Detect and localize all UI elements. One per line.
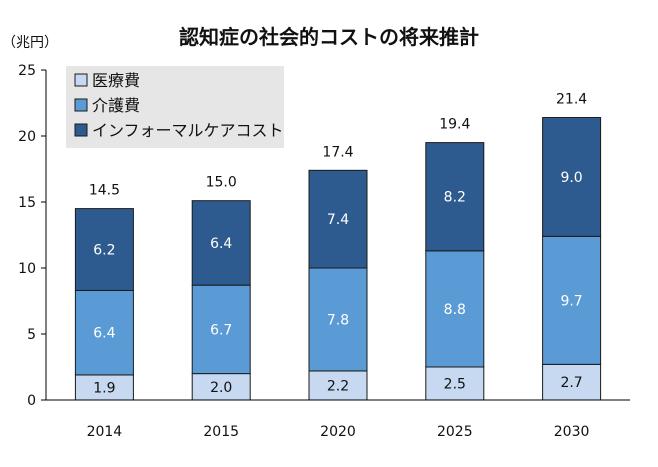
bars-group: 1.96.46.214.52.06.76.415.02.27.87.417.42… [74, 92, 602, 401]
legend-label: 医療費 [92, 71, 140, 90]
bar-segment [425, 250, 485, 368]
bar-segment-label: 2.7 [560, 375, 582, 391]
bar-segment-label: 7.4 [327, 212, 349, 228]
unit-label: （兆円） [2, 35, 58, 51]
y-tick-label: 5 [27, 327, 36, 343]
y-tick-label: 20 [18, 129, 36, 145]
legend-label: インフォーマルケアコスト [92, 121, 284, 140]
bar-stack-2020: 2.2 7.8 7.4 17.4 [308, 144, 368, 401]
bar-stack-2014: 1.9 6.4 6.2 14.5 [74, 183, 134, 401]
y-axis: 0 5 10 15 20 25 [18, 63, 47, 409]
bar-segment-label: 2.0 [210, 380, 232, 396]
bar-segment [542, 235, 602, 365]
bar-segment-label: 8.8 [444, 302, 466, 318]
bar-segment-label: 9.7 [560, 293, 582, 309]
bar-segment [74, 289, 134, 376]
bar-segment-label: 8.2 [444, 190, 466, 206]
y-tick-label: 25 [18, 63, 36, 79]
legend-label: 介護費 [92, 96, 140, 115]
legend-background [66, 66, 284, 148]
bar-segment [191, 200, 251, 286]
legend-swatch [74, 98, 88, 112]
chart-title: 認知症の社会的コストの将来推計 [179, 25, 479, 49]
bar-total-label: 14.5 [89, 183, 120, 199]
y-tick-label: 10 [18, 261, 36, 277]
bar-stack-2030: 2.7 9.7 9.0 21.4 [542, 92, 602, 401]
bar-segment [425, 142, 485, 252]
x-axis: 2014 2015 2020 2025 2030 [46, 399, 630, 440]
bar-segment-label: 7.8 [327, 312, 349, 328]
x-tick-label: 2030 [554, 424, 590, 440]
bar-stack-2015: 2.0 6.7 6.4 15.0 [191, 175, 251, 401]
y-tick-label: 0 [27, 393, 36, 409]
bar-segment [542, 117, 602, 237]
bar-segment-label: 6.2 [93, 243, 115, 259]
bar-total-label: 21.4 [556, 92, 587, 108]
bar-segment-label: 6.4 [210, 236, 232, 252]
bar-segment-label: 1.9 [93, 380, 115, 396]
x-tick-label: 2015 [203, 424, 239, 440]
bar-segment [74, 208, 134, 291]
x-tick-label: 2020 [320, 424, 356, 440]
x-tick-label: 2025 [437, 424, 473, 440]
legend-swatch [74, 123, 88, 137]
bar-segment [542, 363, 602, 401]
bar-total-label: 15.0 [206, 175, 237, 191]
y-tick-label: 15 [18, 195, 36, 211]
x-tick-label: 2014 [87, 424, 123, 440]
bar-total-label: 17.4 [322, 144, 353, 160]
bar-total-label: 19.4 [439, 117, 470, 133]
bar-segment-label: 2.2 [327, 378, 349, 394]
bar-segment-label: 6.7 [210, 322, 232, 338]
bar-segment-label: 2.5 [444, 377, 466, 393]
bar-stack-2025: 2.5 8.8 8.2 19.4 [425, 117, 485, 401]
bar-segment [308, 169, 368, 269]
bar-segment-label: 9.0 [560, 170, 582, 186]
legend-swatch [74, 73, 88, 87]
bar-segment-label: 6.4 [93, 326, 115, 342]
